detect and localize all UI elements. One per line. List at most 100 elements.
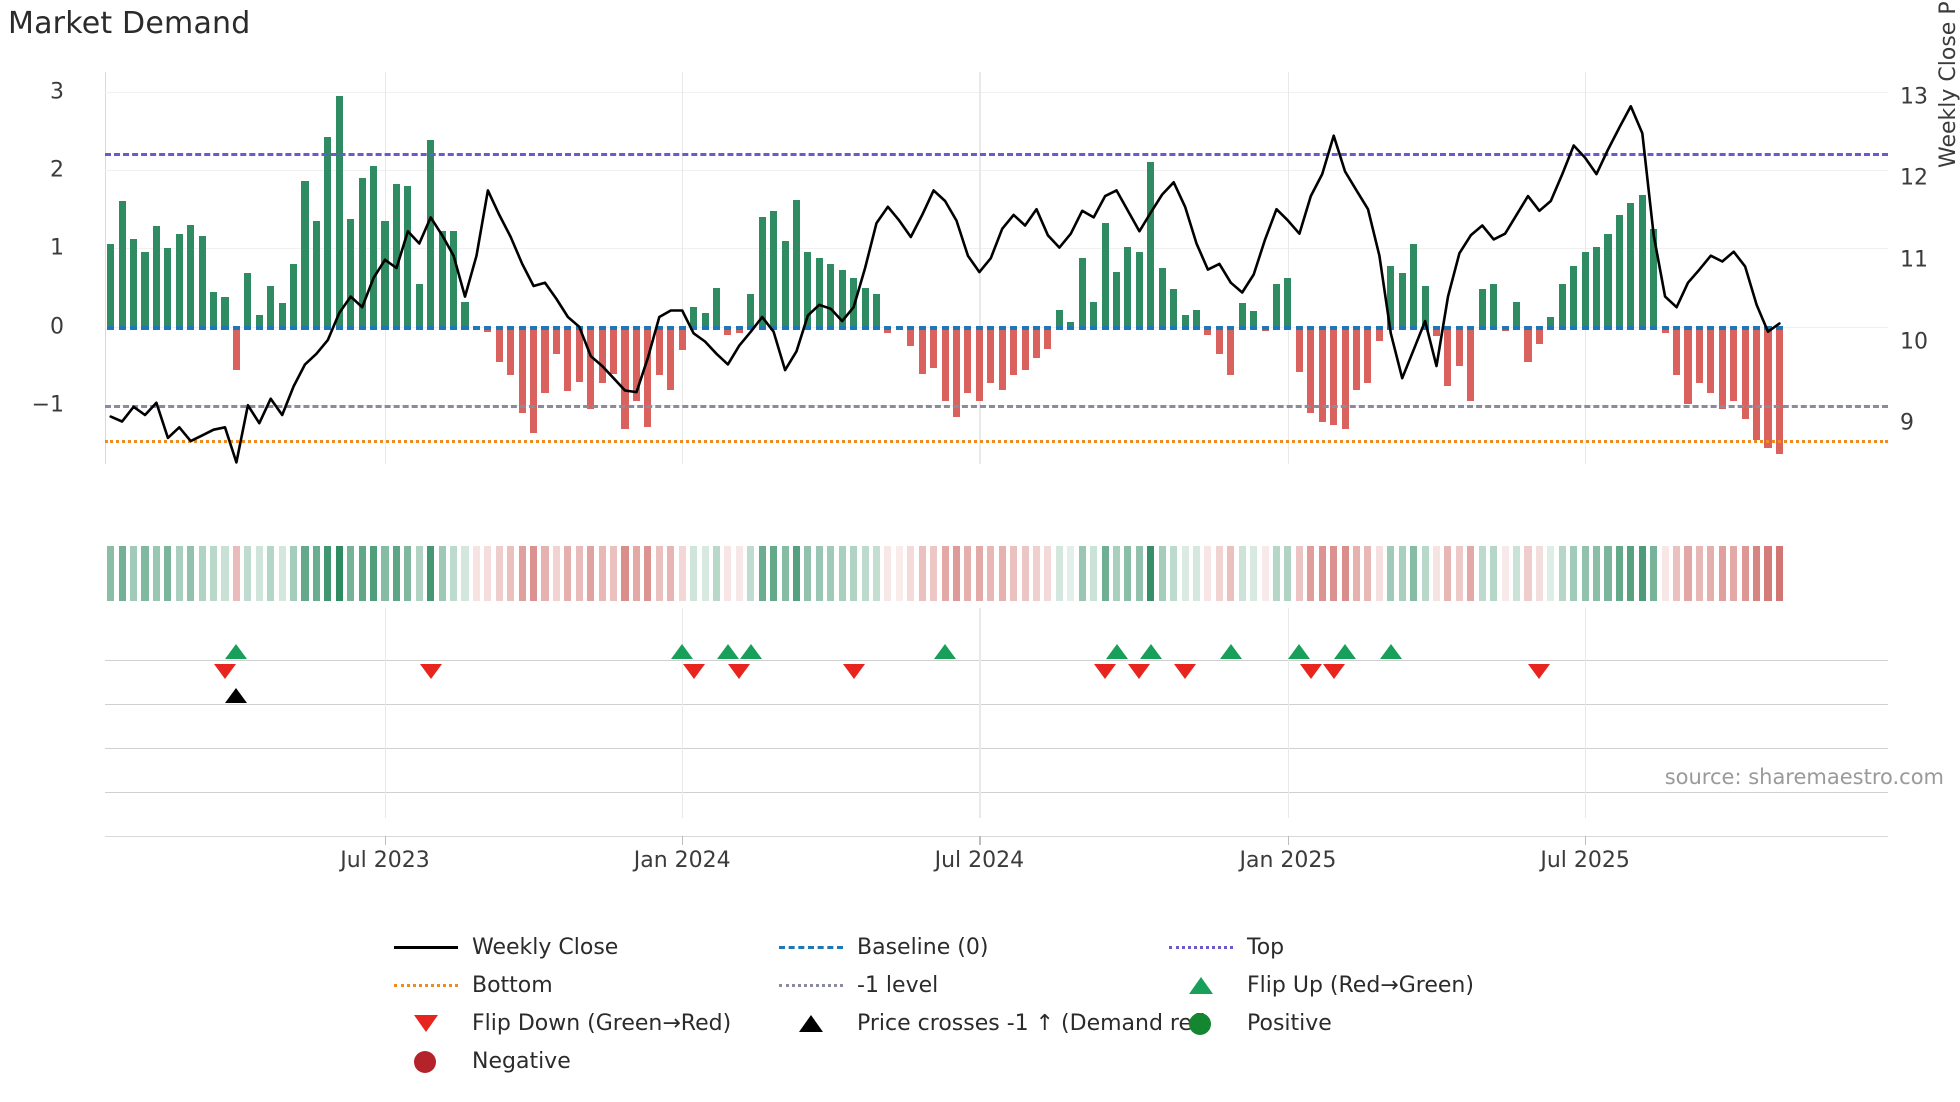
demand-bar bbox=[655, 326, 663, 376]
legend-row: Flip Down (Green→Red) Price crosses -1 ↑ … bbox=[390, 1004, 1710, 1042]
heatmap-cell bbox=[370, 546, 378, 601]
x-tick-label: Jul 2024 bbox=[934, 848, 1025, 873]
baseline-tick bbox=[975, 325, 983, 330]
baseline-tick bbox=[1695, 325, 1703, 330]
baseline-tick bbox=[290, 325, 298, 330]
heatmap-cell bbox=[347, 546, 355, 601]
baseline-tick bbox=[1181, 325, 1189, 330]
demand-bar bbox=[1215, 326, 1223, 355]
flip-up-marker bbox=[739, 644, 762, 659]
baseline-tick bbox=[1490, 325, 1498, 330]
legend-item[interactable]: Top bbox=[1165, 928, 1284, 966]
heatmap-cell bbox=[1055, 546, 1063, 601]
demand-bar bbox=[610, 326, 618, 374]
baseline-tick bbox=[610, 325, 618, 330]
legend-item[interactable]: Baseline (0) bbox=[775, 928, 988, 966]
flip-down-marker bbox=[1528, 664, 1551, 679]
demand-bar bbox=[964, 326, 972, 394]
legend-item[interactable]: Flip Down (Green→Red) bbox=[390, 1004, 731, 1042]
heatmap-cell bbox=[598, 546, 606, 601]
demand-bar bbox=[175, 234, 183, 327]
baseline-tick bbox=[632, 325, 640, 330]
heatmap-cell bbox=[610, 546, 618, 601]
demand-bar bbox=[1135, 252, 1143, 327]
heatmap-cell bbox=[472, 546, 480, 601]
flip-down-marker bbox=[1128, 664, 1151, 679]
baseline-tick bbox=[678, 325, 686, 330]
baseline-tick bbox=[1524, 325, 1532, 330]
demand-bar bbox=[564, 326, 572, 392]
heatmap-cell bbox=[850, 546, 858, 601]
baseline-tick bbox=[701, 325, 709, 330]
flip-up-marker bbox=[671, 644, 694, 659]
reference-line bbox=[105, 405, 1888, 409]
heatmap-cell bbox=[210, 546, 218, 601]
baseline-tick bbox=[530, 325, 538, 330]
heatmap-cell bbox=[1135, 546, 1143, 601]
baseline-tick bbox=[1284, 325, 1292, 330]
legend-item[interactable]: Bottom bbox=[390, 966, 553, 1004]
heatmap-cell bbox=[701, 546, 709, 601]
baseline-tick bbox=[564, 325, 572, 330]
legend-item[interactable]: Positive bbox=[1165, 1004, 1332, 1042]
baseline-tick bbox=[1272, 325, 1281, 330]
reference-line bbox=[105, 440, 1888, 444]
legend-item[interactable]: Weekly Close bbox=[390, 928, 618, 966]
baseline-tick bbox=[347, 325, 355, 330]
baseline-tick bbox=[1318, 325, 1326, 330]
baseline-tick bbox=[1135, 325, 1143, 330]
demand-bar bbox=[1421, 286, 1429, 327]
heatmap-cell bbox=[312, 546, 320, 601]
baseline-tick bbox=[781, 325, 789, 330]
legend-item[interactable]: Flip Up (Red→Green) bbox=[1165, 966, 1474, 1004]
heatmap-cell bbox=[255, 546, 263, 601]
heatmap-cell bbox=[141, 546, 149, 601]
demand-bar bbox=[130, 238, 138, 327]
baseline-tick bbox=[301, 325, 309, 330]
demand-bar bbox=[450, 231, 458, 327]
demand-bar bbox=[758, 217, 766, 327]
baseline-tick bbox=[1547, 325, 1555, 330]
demand-bar bbox=[1512, 301, 1521, 327]
baseline-tick bbox=[381, 325, 389, 330]
y-tick-label-left: 0 bbox=[50, 314, 64, 340]
baseline-tick bbox=[438, 325, 446, 330]
heatmap-cell bbox=[427, 546, 435, 601]
marker-vertical-gridline bbox=[385, 608, 387, 818]
baseline-tick bbox=[1124, 325, 1132, 330]
baseline-tick bbox=[872, 325, 881, 330]
baseline-tick bbox=[792, 325, 801, 330]
demand-bar bbox=[941, 326, 949, 402]
legend-label: Bottom bbox=[472, 972, 553, 998]
demand-bar bbox=[541, 326, 549, 394]
page-title: Market Demand bbox=[8, 6, 251, 41]
marker-row-line bbox=[105, 792, 1888, 794]
heatmap-cell bbox=[1695, 546, 1703, 601]
heatmap-cell bbox=[815, 546, 823, 601]
heatmap-cell bbox=[941, 546, 949, 601]
baseline-tick bbox=[1204, 325, 1212, 330]
baseline-tick bbox=[1192, 325, 1201, 330]
flip-down-marker bbox=[1174, 664, 1197, 679]
baseline-tick bbox=[735, 325, 743, 330]
x-tick-label: Jul 2025 bbox=[1540, 848, 1630, 873]
marker-row-line bbox=[105, 748, 1888, 750]
legend-item[interactable]: -1 level bbox=[775, 966, 938, 1004]
flip-up-marker bbox=[1139, 644, 1162, 659]
heatmap-cell bbox=[198, 546, 206, 601]
flip-up-marker bbox=[716, 644, 739, 659]
legend-item[interactable]: Negative bbox=[390, 1042, 571, 1080]
demand-bar bbox=[1090, 301, 1098, 327]
baseline-tick bbox=[1238, 325, 1246, 330]
demand-bar bbox=[141, 251, 149, 327]
baseline-tick bbox=[907, 325, 915, 330]
demand-bar bbox=[312, 220, 320, 327]
legend-item[interactable]: Price crosses -1 ↑ (Demand ref) bbox=[775, 1004, 1208, 1042]
legend-row: Weekly Close Baseline (0) Top bbox=[390, 928, 1710, 966]
demand-bar bbox=[952, 326, 961, 417]
y-tick-label-left: 3 bbox=[50, 79, 64, 105]
heatmap-cell bbox=[1307, 546, 1315, 601]
baseline-tick bbox=[1375, 325, 1383, 330]
demand-bar bbox=[598, 326, 606, 384]
demand-bar bbox=[164, 248, 172, 327]
